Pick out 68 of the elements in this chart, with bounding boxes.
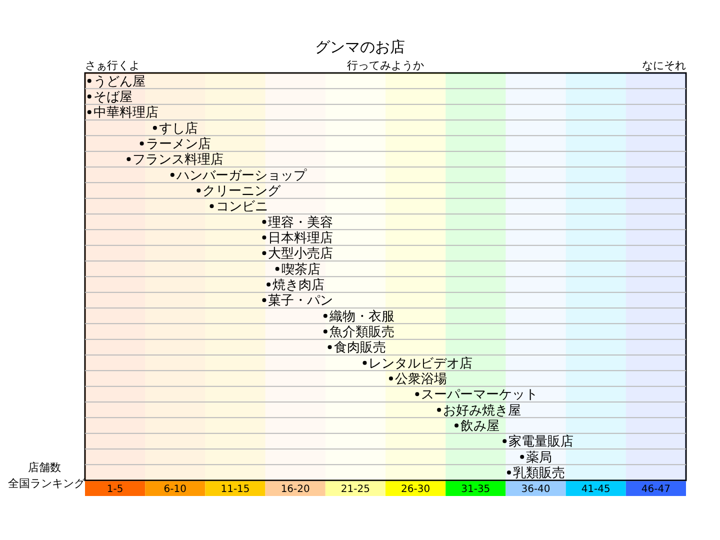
y-tick-label: 家電量販店	[508, 434, 574, 450]
band-label: 21-25	[340, 484, 370, 496]
y-tick-label: お好み焼き屋	[443, 403, 522, 418]
y-tick-label: 菓子・パン	[268, 294, 334, 309]
point	[152, 126, 157, 130]
point	[262, 251, 266, 256]
y-tick-label: すし店	[158, 120, 198, 136]
point	[126, 157, 131, 162]
y-tick-label: そば屋	[93, 90, 132, 106]
y-tick-label: 理容・美容	[268, 214, 334, 230]
band-label: 11-15	[220, 484, 250, 496]
y-tick-label: 日本料理店	[268, 230, 334, 246]
point	[170, 172, 174, 177]
point	[262, 220, 266, 224]
y-axis-title: 店舗数	[28, 460, 61, 475]
y-tick-label: 薬局	[526, 450, 552, 466]
y-tick-label: 焼き肉店	[272, 277, 325, 294]
band-label: 46-47	[641, 484, 670, 496]
text: なにそれ	[642, 58, 686, 73]
band-label: 26-30	[401, 484, 430, 496]
y-tick-label: クリーニング	[202, 184, 282, 200]
band-label: 31-35	[461, 484, 490, 496]
y-tick-label: 魚介類販売	[329, 325, 394, 340]
y-tick-label: うどん屋	[93, 74, 146, 90]
text: さぁ行くよ	[85, 58, 140, 73]
y-tick-label: 食肉販売	[334, 340, 386, 356]
point	[415, 392, 420, 396]
y-tick-label: ハンバーガーショップ	[175, 168, 308, 184]
y-tick-label: 織物・衣服	[328, 309, 394, 324]
point	[506, 470, 511, 474]
x-axis-title: 全国ランキング	[8, 476, 85, 491]
point	[362, 360, 367, 365]
point	[328, 345, 332, 350]
band-label: 6-10	[164, 484, 186, 496]
band-label: 36-40	[521, 484, 550, 496]
point	[502, 439, 507, 444]
point	[323, 330, 328, 334]
y-tick-label: 乳類販売	[512, 466, 565, 482]
point	[520, 454, 524, 459]
point	[454, 424, 459, 428]
chart-title: グンマのお店	[314, 38, 406, 57]
text: 行ってみようか	[347, 59, 424, 72]
y-tick-label: 中華料理店	[93, 104, 158, 121]
point	[262, 298, 266, 302]
point	[196, 188, 201, 192]
band-label: 41-45	[581, 484, 610, 496]
point	[266, 282, 271, 286]
y-tick-label: 飲み屋	[460, 419, 500, 434]
y-tick-label: 喫茶店	[281, 261, 320, 278]
band-label: 16-20	[280, 484, 310, 496]
y-tick-label: ラーメン店	[146, 136, 211, 152]
point	[87, 78, 92, 83]
point	[87, 110, 92, 114]
point	[87, 94, 92, 98]
point	[275, 266, 280, 271]
y-tick-label: スーパーマーケット	[421, 388, 538, 403]
point	[437, 408, 442, 412]
y-tick-label: コンビニ	[216, 200, 268, 215]
y-tick-label: フランス料理店	[132, 152, 224, 168]
y-tick-label: レンタルビデオ店	[368, 355, 473, 372]
point	[388, 376, 393, 380]
band-label: 1-5	[106, 484, 124, 496]
point	[210, 204, 214, 208]
point	[323, 314, 328, 318]
y-tick-label: 大型小売店	[268, 246, 334, 262]
y-tick-label: 公衆浴場	[394, 372, 447, 388]
point	[140, 142, 144, 146]
point	[262, 236, 266, 240]
